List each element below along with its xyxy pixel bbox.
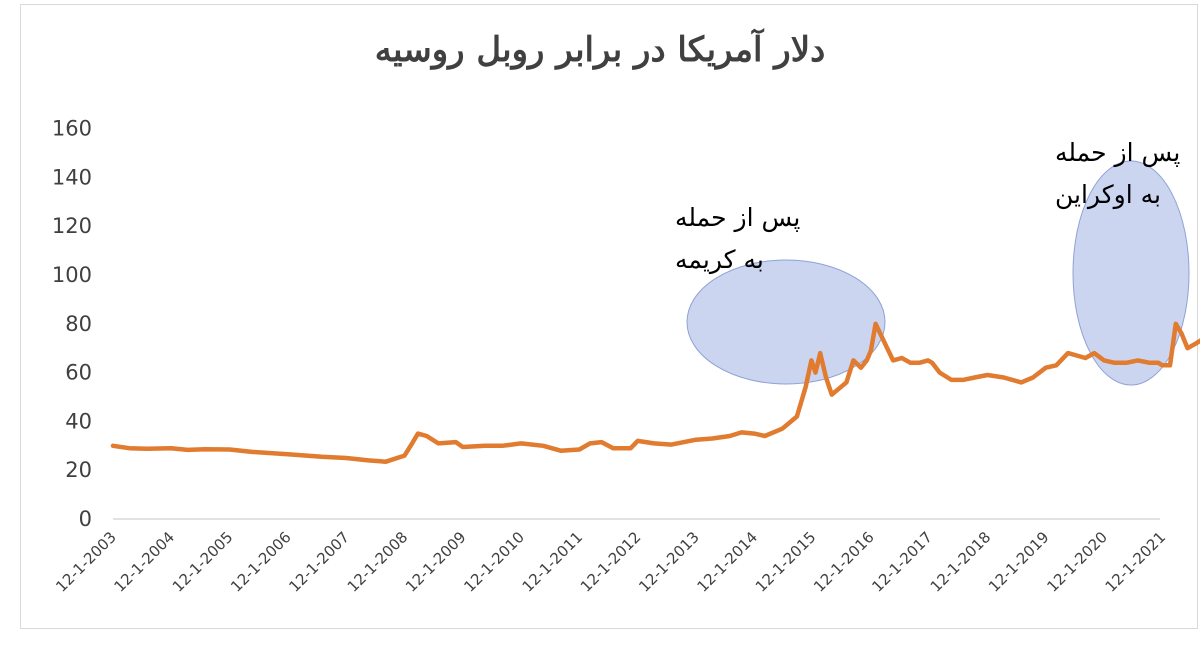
highlight-ellipse-1 [686, 259, 886, 385]
annotation-text: به کریمه [675, 245, 764, 275]
x-tick-label: 12-1-2014 [694, 528, 762, 596]
tick-labels: 02040608010012014016012-1-200312-1-20041… [52, 117, 1169, 596]
y-tick-label: 40 [65, 409, 92, 433]
highlight-layer [686, 160, 1190, 386]
x-tick-label: 12-1-2017 [868, 528, 936, 596]
y-tick-label: 20 [65, 458, 92, 482]
x-tick-label: 12-1-2020 [1043, 528, 1111, 596]
x-tick-label: 12-1-2008 [344, 528, 412, 596]
x-tick-label: 12-1-2015 [752, 528, 820, 596]
x-tick-label: 12-1-2011 [519, 528, 587, 596]
highlight-ellipse-2 [1072, 160, 1190, 386]
chart-frame [20, 4, 1198, 629]
x-tick-label: 12-1-2016 [810, 528, 878, 596]
x-tick-label: 12-1-2013 [635, 528, 703, 596]
series-line-1 [110, 321, 1200, 464]
x-tick-label: 12-1-2010 [460, 528, 528, 596]
annotation-text: پس از حمله [675, 203, 800, 233]
annotations: پس از حمله به کریمه پس از حمله به اوکراین [675, 138, 1180, 275]
x-tick-label: 12-1-2005 [169, 528, 237, 596]
y-tick-label: 160 [52, 117, 92, 141]
annotation-text: به اوکراین [1055, 180, 1161, 210]
chart-title: دلار آمریکا در برابر روبل روسیه [374, 30, 826, 70]
y-tick-label: 80 [65, 312, 92, 336]
y-tick-label: 140 [52, 165, 92, 189]
x-tick-label: 12-1-2003 [52, 528, 120, 596]
annotation-text: پس از حمله [1055, 138, 1180, 168]
x-tick-label: 12-1-2018 [927, 528, 995, 596]
y-tick-label: 60 [65, 361, 92, 385]
x-tick-label: 12-1-2019 [985, 528, 1053, 596]
x-tick-label: 12-1-2006 [227, 528, 295, 596]
y-tick-label: 100 [52, 263, 92, 287]
x-tick-label: 12-1-2012 [577, 528, 645, 596]
y-tick-label: 0 [79, 507, 92, 531]
y-tick-label: 120 [52, 214, 92, 238]
x-tick-label: 12-1-2007 [285, 528, 353, 596]
x-tick-label: 12-1-2021 [1102, 528, 1170, 596]
series-layer [110, 321, 1200, 464]
x-tick-label: 12-1-2009 [402, 528, 470, 596]
x-tick-label: 12-1-2004 [111, 528, 179, 596]
